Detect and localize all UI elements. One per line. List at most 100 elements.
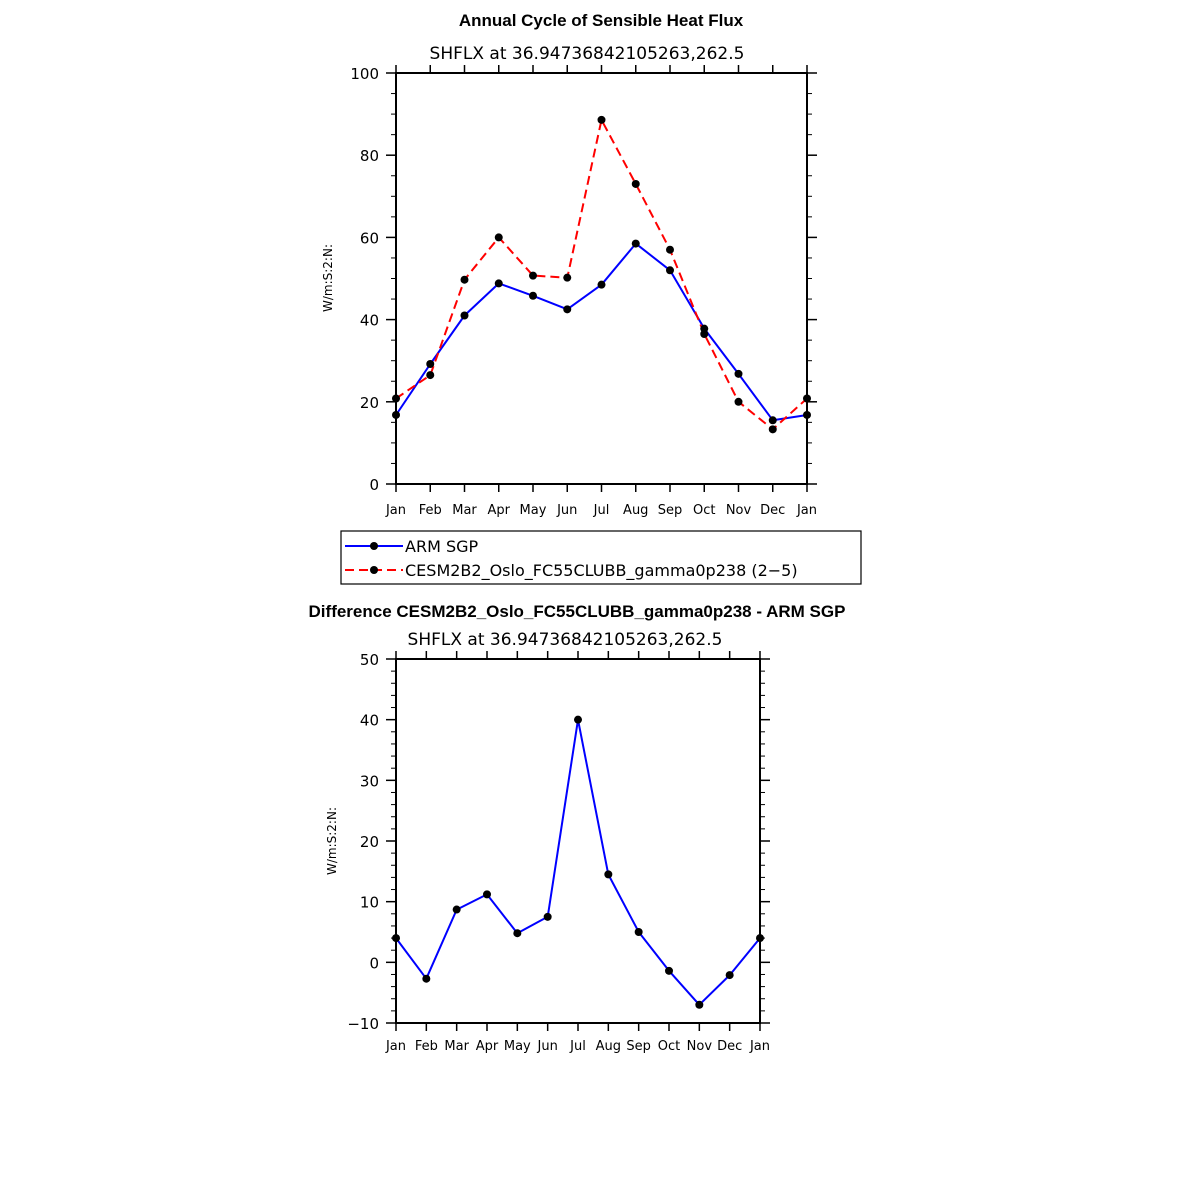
series-1-point	[597, 115, 606, 124]
y-tick-label: 80	[360, 147, 379, 165]
series-1-point	[529, 271, 537, 280]
x-tick-label: Oct	[658, 1039, 680, 1054]
series-0-point	[695, 1000, 704, 1009]
y-tick-label: 0	[369, 954, 379, 972]
series-0-point	[725, 971, 734, 980]
chart1-subtitle: SHFLX at 36.94736842105263,262.5	[430, 44, 745, 64]
series-0-point	[513, 929, 522, 938]
chart-difference: Difference CESM2B2_Oslo_FC55CLUBB_gamma0…	[309, 602, 846, 1054]
legend-label-cesm: CESM2B2_Oslo_FC55CLUBB_gamma0p238 (2−5)	[405, 561, 798, 581]
y-tick-label: 10	[360, 894, 379, 912]
x-tick-label: Jul	[569, 1039, 586, 1054]
legend-marker-arm-sgp	[370, 542, 378, 550]
chart2-axes: −10 0 10 20 30 40 50 Jan Feb Mar Apr May Jun Jul Aug Se…	[347, 651, 770, 1054]
chart1-title: Annual Cycle of Sensible Heat Flux	[459, 11, 744, 30]
series-0-point	[494, 279, 503, 288]
series-1-point	[392, 394, 400, 403]
x-tick-label: Jan	[749, 1039, 770, 1054]
series-0-point	[631, 239, 640, 248]
chart1-series	[392, 115, 811, 434]
series-line-0	[395, 242, 808, 422]
x-tick-label: Nov	[687, 1039, 713, 1054]
x-tick-label: Sep	[626, 1039, 651, 1054]
x-tick-label: Apr	[476, 1039, 499, 1054]
x-tick-label: Feb	[419, 503, 442, 518]
x-tick-label: May	[520, 503, 547, 518]
series-0-point	[483, 890, 491, 899]
legend-box	[340, 530, 862, 585]
series-1-point	[803, 394, 811, 403]
x-tick-label: Oct	[693, 503, 715, 518]
series-0-point	[734, 369, 743, 378]
series-0-point	[574, 715, 582, 724]
x-tick-label: Aug	[596, 1039, 621, 1054]
series-0-point	[392, 934, 400, 943]
y-tick-label: 30	[360, 772, 379, 790]
x-tick-label: Mar	[444, 1039, 469, 1054]
x-tick-label: Dec	[760, 503, 785, 518]
chart1-plot-frame	[395, 72, 808, 485]
series-1-point	[666, 245, 674, 254]
series-1-point	[734, 397, 743, 406]
y-tick-label: 100	[350, 65, 379, 83]
series-1-point	[700, 329, 709, 338]
x-tick-label: Apr	[488, 503, 511, 518]
series-0-point	[803, 410, 811, 419]
x-tick-label: Dec	[717, 1039, 742, 1054]
series-1-point	[460, 275, 469, 284]
chart2-plot-frame	[395, 658, 761, 1024]
series-0-point	[543, 912, 552, 921]
series-0-point	[392, 410, 400, 419]
series-0-point	[422, 974, 431, 983]
series-0-point	[460, 311, 469, 320]
chart2-subtitle: SHFLX at 36.94736842105263,262.5	[408, 630, 723, 650]
y-tick-label: 40	[360, 712, 379, 730]
chart2-ylabel: W/m:S:2:N:	[325, 807, 339, 875]
x-tick-label: Jan	[385, 1039, 406, 1054]
series-1-point	[768, 425, 777, 434]
x-tick-label: Feb	[415, 1039, 438, 1054]
x-tick-label: Sep	[658, 503, 683, 518]
series-1-point	[631, 179, 640, 188]
x-tick-label: Jun	[537, 1039, 558, 1054]
legend-label-arm-sgp: ARM SGP	[405, 537, 479, 556]
series-0-point	[634, 928, 643, 936]
y-tick-label: 60	[360, 229, 379, 247]
x-tick-label: Jul	[593, 503, 610, 518]
y-tick-label: 20	[360, 394, 379, 412]
y-tick-label: 50	[360, 651, 379, 669]
chart1-legend: ARM SGP CESM2B2_Oslo_FC55CLUBB_gamma0p23…	[340, 530, 862, 585]
series-0-point	[563, 305, 572, 314]
chart2-series	[392, 715, 764, 1009]
series-0-point	[604, 870, 613, 879]
y-tick-label: 0	[369, 476, 379, 494]
chart-annual-cycle: Annual Cycle of Sensible Heat Flux SHFLX…	[321, 11, 817, 518]
series-0-point	[597, 280, 606, 289]
x-tick-label: Nov	[726, 503, 752, 518]
chart1-axes: 0 20 40 60 80 100 Jan Feb Mar Apr May Jun Jul Aug Sep O…	[350, 65, 817, 518]
y-tick-label: 40	[360, 312, 379, 330]
x-tick-label: Jun	[556, 503, 577, 518]
series-0-point	[666, 266, 674, 275]
series-1-point	[563, 273, 572, 282]
x-tick-label: Jan	[385, 503, 406, 518]
series-0-point	[665, 966, 673, 975]
series-0-point	[529, 291, 537, 300]
series-0-point	[756, 934, 764, 943]
legend-marker-cesm	[370, 566, 378, 574]
chart1-ylabel: W/m:S:2:N:	[321, 244, 335, 312]
x-tick-label: Jan	[796, 503, 817, 518]
y-tick-label: 20	[360, 833, 379, 851]
series-0-point	[426, 359, 435, 368]
series-1-point	[426, 371, 435, 380]
series-1-point	[494, 233, 503, 242]
series-0-point	[768, 416, 777, 425]
y-tick-label: −10	[347, 1015, 379, 1033]
chart2-title: Difference CESM2B2_Oslo_FC55CLUBB_gamma0…	[309, 602, 846, 621]
series-0-point	[452, 905, 461, 914]
series-line-0	[395, 718, 761, 1006]
x-tick-label: Mar	[452, 503, 477, 518]
x-tick-label: May	[504, 1039, 531, 1054]
x-tick-label: Aug	[623, 503, 648, 518]
